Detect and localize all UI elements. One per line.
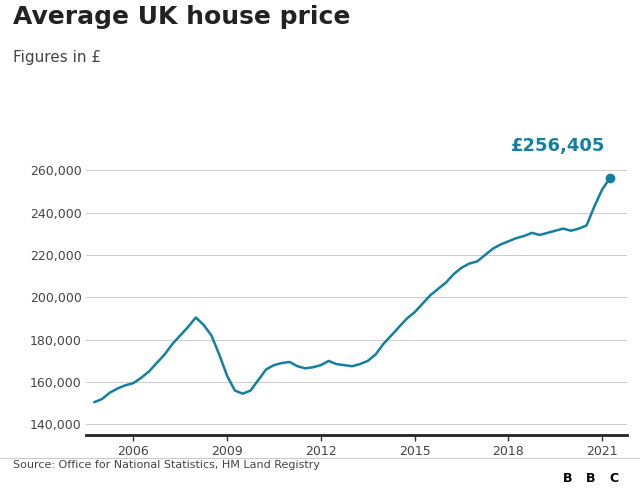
Text: £256,405: £256,405 bbox=[511, 136, 605, 154]
Bar bbox=[604, 466, 623, 492]
Text: C: C bbox=[609, 472, 618, 485]
Text: Average UK house price: Average UK house price bbox=[13, 5, 350, 29]
Text: Source: Office for National Statistics, HM Land Registry: Source: Office for National Statistics, … bbox=[13, 460, 320, 470]
Text: B: B bbox=[563, 472, 572, 485]
Text: B: B bbox=[586, 472, 595, 485]
Bar bbox=[558, 466, 577, 492]
Bar bbox=[581, 466, 600, 492]
Text: Figures in £: Figures in £ bbox=[13, 50, 101, 65]
